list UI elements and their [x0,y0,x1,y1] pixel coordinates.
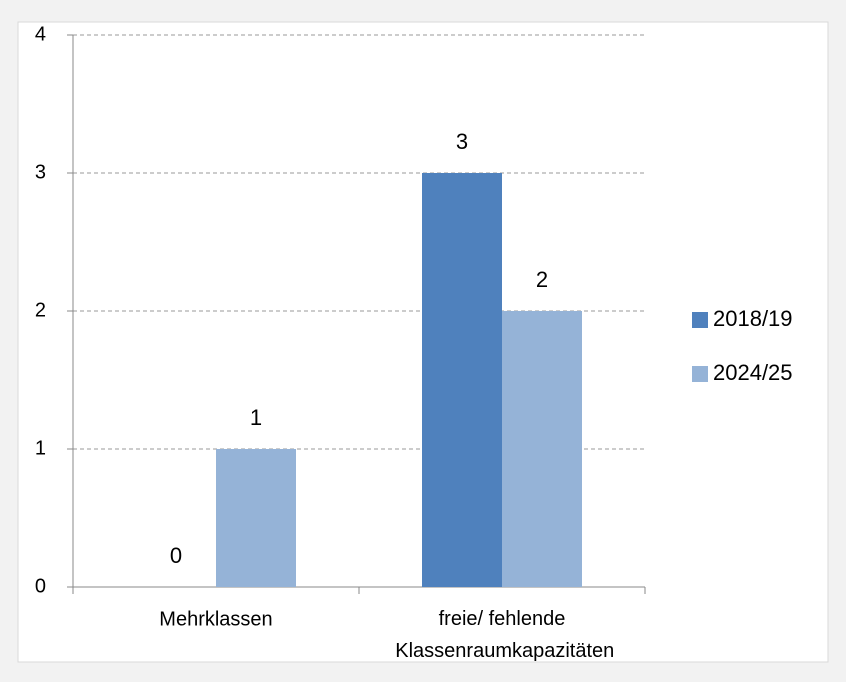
y-tick-label: 4 [35,23,46,45]
label-line: Klassenraumkapazitäten [390,640,615,662]
label-line: freie/ fehlende [439,608,566,630]
y-tick-label: 3 [35,161,46,183]
legend-swatch [692,366,708,382]
legend-label: 2018/19 [713,306,793,331]
bar [216,449,296,587]
data-label: 3 [456,129,468,154]
data-label: 1 [250,405,262,430]
x-tick-label: Mehrklassen [159,608,272,630]
bar [422,173,502,587]
data-label: 0 [170,543,182,568]
y-tick-label: 0 [35,575,46,597]
bar [502,311,582,587]
legend-swatch [692,312,708,328]
y-tick-label: 1 [35,437,46,459]
legend-label: 2024/25 [713,360,793,385]
x-tick-label: freie/ fehlende Klassenraumkapazitäten [390,608,615,662]
data-label: 2 [536,267,548,292]
y-tick-label: 2 [35,299,46,321]
